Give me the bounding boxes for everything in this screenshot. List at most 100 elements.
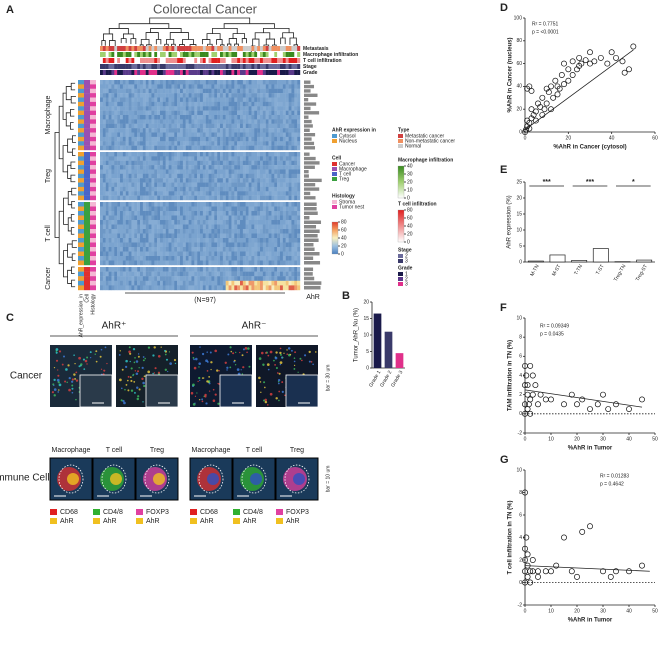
y-tick-label: 0 (519, 129, 522, 135)
heatmap-cell (146, 267, 149, 272)
heatmap-cell (146, 156, 149, 161)
heatmap-cell (149, 98, 152, 103)
heatmap-cell (154, 261, 157, 266)
heatmap-cell (186, 119, 189, 124)
annotation-track-cell (257, 58, 260, 63)
heatmap-cell (186, 285, 189, 290)
heatmap-cell (146, 137, 149, 142)
heatmap-cell (129, 238, 132, 243)
heatmap-cell (171, 89, 174, 94)
heatmap-cell (249, 202, 252, 207)
heatmap-cell (269, 102, 272, 107)
heatmap-cell (209, 202, 212, 207)
heatmap-cell (200, 202, 203, 207)
row-annotation (84, 238, 90, 243)
heatmap-cell (211, 80, 214, 85)
heatmap-cell (251, 133, 254, 138)
heatmap-cell (211, 111, 214, 116)
heatmap-cell (169, 267, 172, 272)
heatmap-cell (203, 115, 206, 120)
heatmap-cell (283, 165, 286, 170)
heatmap-cell (254, 238, 257, 243)
heatmap-cell (277, 141, 280, 146)
heatmap-cell (140, 267, 143, 272)
heatmap-cell (231, 276, 234, 281)
heatmap-cell (103, 84, 106, 89)
annotation-track-cell (111, 52, 114, 57)
heatmap-cell (143, 220, 146, 225)
heatmap-cell (134, 106, 137, 111)
heatmap-cell (106, 281, 109, 286)
heatmap-cell (226, 128, 229, 133)
heatmap-cell (220, 238, 223, 243)
heatmap-cell (200, 115, 203, 120)
heatmap-cell (120, 276, 123, 281)
micrograph-speck (78, 365, 80, 367)
heatmap-cell (103, 202, 106, 207)
heatmap-cell (100, 234, 103, 239)
heatmap-cell (229, 267, 232, 272)
heatmap-cell (157, 152, 160, 157)
heatmap-cell (283, 174, 286, 179)
heatmap-cell (269, 156, 272, 161)
heatmap-cell (163, 146, 166, 151)
heatmap-cell (237, 169, 240, 174)
heatmap-cell (286, 216, 289, 221)
heatmap-cell (191, 261, 194, 266)
heatmap-cell (266, 137, 269, 142)
heatmap-cell (163, 183, 166, 188)
heatmap-cell (163, 165, 166, 170)
legend-swatch (332, 162, 337, 166)
heatmap-cell (277, 225, 280, 230)
annotation-track-cell (143, 46, 146, 51)
micrograph-speck (207, 361, 209, 363)
heatmap-cell (240, 247, 243, 252)
heatmap-cell (151, 146, 154, 151)
heatmap-cell (234, 216, 237, 221)
heatmap-cell (140, 202, 143, 207)
heatmap-cell (209, 141, 212, 146)
heatmap-cell (226, 220, 229, 225)
annotation-track-cell (183, 70, 186, 75)
micrograph-speck (280, 364, 281, 365)
heatmap-cell (183, 169, 186, 174)
heatmap-cell (203, 169, 206, 174)
annotation-track-cell (283, 52, 286, 57)
heatmap-cell (160, 211, 163, 216)
point (639, 563, 644, 568)
heatmap-cell (243, 93, 246, 98)
heatmap-cell (291, 119, 294, 124)
heatmap-cell (243, 247, 246, 252)
scale-tick-label: 20 (407, 179, 413, 185)
heatmap-cell (126, 102, 129, 107)
heatmap-cell (117, 281, 120, 286)
heatmap-cell (151, 115, 154, 120)
heatmap-cell (240, 243, 243, 248)
heatmap-cell (100, 161, 103, 166)
heatmap-cell (209, 146, 212, 151)
heatmap-cell (229, 220, 232, 225)
heatmap-cell (209, 276, 212, 281)
micrograph-speck (65, 368, 68, 371)
heatmap-cell (206, 102, 209, 107)
micrograph-speck (273, 360, 275, 362)
heatmap-cell (123, 202, 126, 207)
annotation-track-cell (143, 58, 146, 63)
heatmap-cell (169, 272, 172, 277)
heatmap-cell (291, 229, 294, 234)
micrograph-speck (195, 358, 198, 361)
row-annotation (84, 161, 90, 166)
heatmap-cell (251, 98, 254, 103)
heatmap-cell (206, 84, 209, 89)
heatmap-cell (234, 252, 237, 257)
heatmap-cell (111, 156, 114, 161)
heatmap-cell (291, 80, 294, 85)
heatmap-cell (177, 285, 180, 290)
heatmap-cell (151, 261, 154, 266)
annotation-track-cell (217, 52, 220, 57)
micrograph-speck (78, 357, 81, 360)
heatmap-cell (211, 106, 214, 111)
heatmap-cell (294, 128, 297, 133)
point (548, 569, 553, 574)
legend-swatch (190, 509, 197, 515)
